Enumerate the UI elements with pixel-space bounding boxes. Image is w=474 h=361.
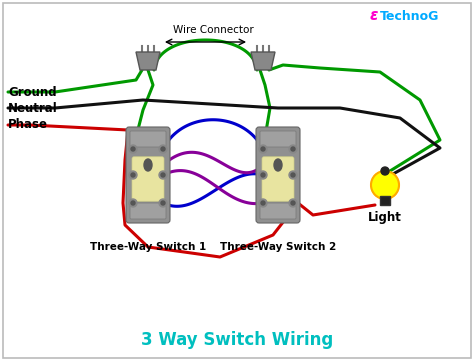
FancyBboxPatch shape (260, 131, 296, 147)
Circle shape (129, 199, 137, 207)
Circle shape (161, 173, 165, 177)
Circle shape (289, 171, 297, 179)
Circle shape (129, 171, 137, 179)
Text: Neutral: Neutral (8, 101, 58, 114)
FancyBboxPatch shape (256, 127, 300, 223)
Circle shape (129, 145, 137, 153)
Circle shape (131, 147, 135, 151)
Text: Ground: Ground (8, 86, 56, 99)
FancyBboxPatch shape (130, 203, 166, 219)
Circle shape (159, 171, 167, 179)
FancyBboxPatch shape (380, 196, 390, 205)
FancyBboxPatch shape (262, 157, 294, 201)
Text: Three-Way Switch 2: Three-Way Switch 2 (220, 242, 336, 252)
Text: ε: ε (370, 9, 379, 23)
Circle shape (261, 147, 265, 151)
Text: Wire Connector: Wire Connector (173, 25, 254, 35)
Circle shape (131, 173, 135, 177)
Text: Light: Light (368, 210, 402, 223)
Circle shape (291, 173, 295, 177)
Circle shape (161, 201, 165, 205)
Circle shape (259, 199, 267, 207)
Circle shape (291, 201, 295, 205)
FancyBboxPatch shape (260, 203, 296, 219)
Circle shape (261, 173, 265, 177)
FancyBboxPatch shape (126, 127, 170, 223)
Polygon shape (251, 52, 275, 70)
Circle shape (131, 201, 135, 205)
Circle shape (159, 199, 167, 207)
Text: Phase: Phase (8, 118, 48, 131)
Circle shape (381, 167, 389, 175)
Polygon shape (136, 52, 160, 70)
Circle shape (261, 201, 265, 205)
Circle shape (291, 147, 295, 151)
Ellipse shape (274, 159, 282, 171)
Circle shape (259, 171, 267, 179)
Text: Three-Way Switch 1: Three-Way Switch 1 (90, 242, 206, 252)
Circle shape (159, 145, 167, 153)
FancyBboxPatch shape (132, 157, 164, 201)
Circle shape (289, 199, 297, 207)
Text: TechnoG: TechnoG (380, 9, 439, 22)
Circle shape (259, 145, 267, 153)
Ellipse shape (144, 159, 152, 171)
FancyBboxPatch shape (130, 131, 166, 147)
Circle shape (161, 147, 165, 151)
Circle shape (289, 145, 297, 153)
Text: 3 Way Switch Wiring: 3 Way Switch Wiring (141, 331, 333, 349)
Circle shape (371, 171, 399, 199)
